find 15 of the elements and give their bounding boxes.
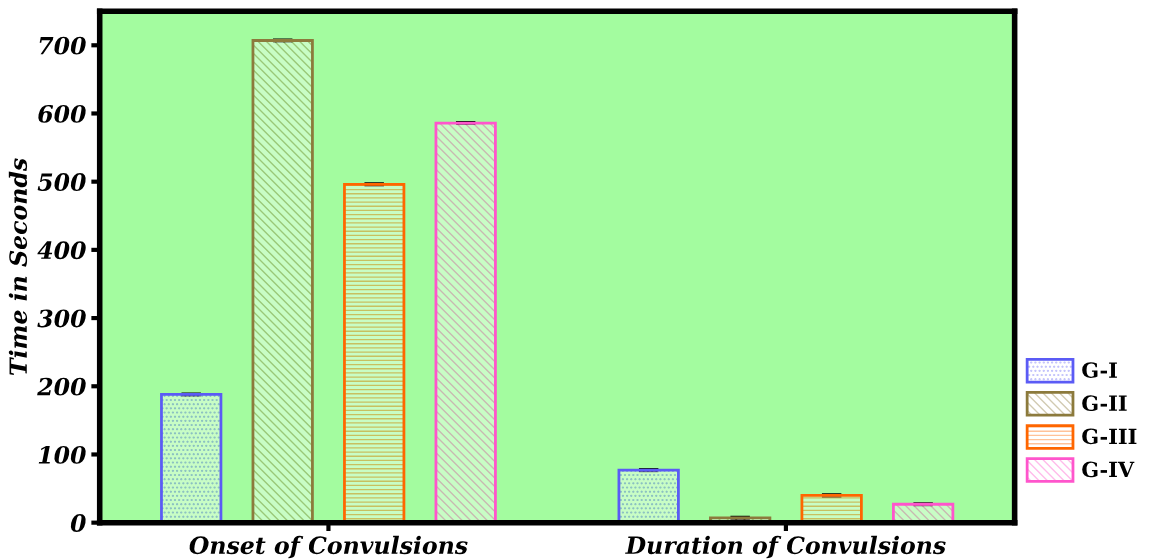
- legend-label: G-II: [1082, 395, 1127, 412]
- y-tick-label: 500: [37, 173, 86, 191]
- y-tick-label: 400: [37, 241, 86, 260]
- x-tick-label: Duration of Convulsions: [625, 535, 946, 559]
- y-tick-label: 100: [38, 445, 86, 464]
- y-tick-label: 300: [37, 309, 86, 328]
- x-tick-label: Onset of Convulsions: [189, 535, 468, 559]
- y-tick-label: 600: [38, 104, 86, 123]
- y-tick-label: 0: [70, 514, 86, 532]
- legend-label: G-IV: [1082, 461, 1135, 478]
- y-tick-label: 700: [39, 36, 86, 55]
- legend-label: G-III: [1082, 428, 1137, 445]
- y-axis-title: Time in Seconds: [8, 158, 28, 375]
- y-tick-label: 200: [37, 377, 86, 396]
- legend-label: G-I: [1082, 362, 1117, 378]
